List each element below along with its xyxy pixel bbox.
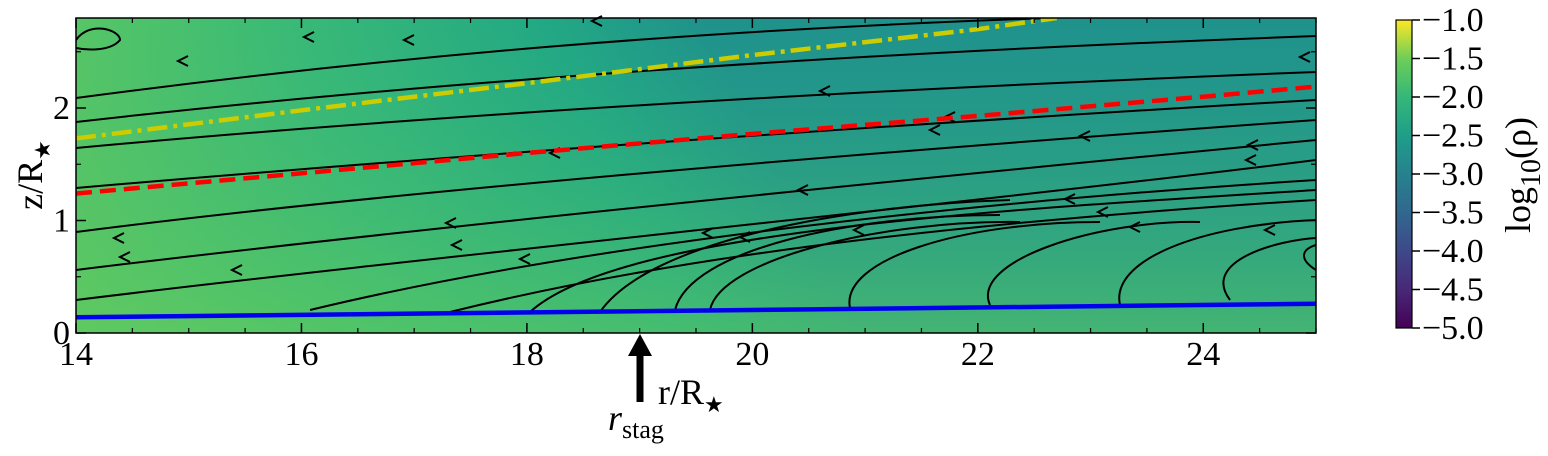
arrow-icon	[301, 31, 315, 43]
rstag-annotation: rstag	[608, 334, 664, 444]
x-axis-label: r/R★	[658, 372, 724, 418]
arrow-icon	[517, 253, 531, 265]
arrow-icon	[1077, 130, 1091, 142]
colorbar: −1.0−1.5−2.0−2.5−3.0−3.5−4.0−4.5−5.0 log…	[1395, 2, 1547, 347]
arrow-icon	[1245, 139, 1259, 151]
arrow-icon	[449, 239, 463, 251]
arrow-icon	[1062, 193, 1076, 205]
arrow-icon	[817, 85, 831, 97]
colorbar-tick-label: −2.5	[1422, 118, 1484, 155]
streamline	[309, 179, 1316, 311]
streamline	[1303, 244, 1316, 271]
rstag-label: rstag	[608, 398, 664, 444]
streamline	[449, 199, 1316, 313]
arrow-icon	[1095, 206, 1109, 218]
colorbar-label-arg: (ρ)	[1498, 117, 1538, 159]
arrow-icon	[1297, 51, 1311, 63]
arrow-icon	[111, 232, 125, 244]
y-tick-label: 0	[53, 315, 70, 352]
rstag-label-base: r	[608, 398, 623, 438]
arrow-icon	[927, 124, 941, 136]
colorbar-tick-label: −3.5	[1422, 195, 1484, 232]
x-axis-label-star: ★	[704, 393, 724, 418]
colorbar-tick-label: −5.0	[1422, 310, 1484, 347]
streamline	[76, 119, 1316, 233]
streamline	[1118, 219, 1316, 306]
arrow-icon	[229, 264, 243, 276]
y-axis-label: z/R★	[10, 140, 56, 210]
y-axis-label-star: ★	[31, 140, 56, 160]
arrow-icon	[1127, 221, 1141, 233]
streamline	[76, 159, 1316, 301]
colorbar-label-sub: 10	[1516, 159, 1547, 187]
arrow-icon	[1262, 224, 1276, 236]
colorbar-tick-label: −1.0	[1422, 2, 1484, 39]
colorbar-label: log10(ρ)	[1498, 117, 1547, 233]
x-tick-label: 18	[510, 336, 544, 373]
streamline	[76, 139, 1316, 271]
arrow-icon	[737, 231, 751, 243]
colorbar-tick-label: −2.0	[1422, 79, 1484, 116]
streamline	[674, 214, 1001, 311]
y-axis-label-text: z/R	[10, 160, 50, 210]
series-line-dashdot	[76, 18, 1058, 141]
arrow-icon	[1243, 154, 1257, 166]
y-ticks: 0 1 2	[53, 51, 1316, 352]
arrow-icon	[443, 217, 457, 229]
rstag-arrow-icon	[628, 334, 652, 356]
arrow-icon	[117, 251, 131, 263]
colorbar-gradient	[1395, 19, 1413, 329]
plot-area	[76, 15, 1316, 333]
streamline	[599, 199, 1011, 313]
series-layer	[76, 18, 1316, 320]
arrow-icon	[700, 227, 714, 239]
arrow-icon	[851, 224, 865, 236]
streamline	[76, 18, 1051, 99]
arrow-icon	[175, 55, 189, 67]
colorbar-tick-label: −4.5	[1422, 272, 1484, 309]
streamline	[709, 220, 1021, 311]
colorbar-tick-label: −4.0	[1422, 233, 1484, 270]
density-field-shade	[76, 18, 1316, 333]
arrow-icon	[795, 184, 809, 196]
streamline-arrows	[111, 15, 1311, 276]
streamline	[76, 99, 1316, 189]
y-tick-label: 1	[53, 203, 70, 240]
x-ticks: 14 16 18 20 22 24	[59, 18, 1317, 373]
arrow-icon	[401, 34, 415, 46]
streamline	[1222, 237, 1316, 301]
x-tick-label: 14	[59, 336, 93, 373]
x-tick-label: 20	[735, 336, 769, 373]
rstag-label-sub: stag	[622, 415, 664, 444]
x-tick-label: 24	[1186, 336, 1220, 373]
colorbar-ticks: −1.0−1.5−2.0−2.5−3.0−3.5−4.0−4.5−5.0	[1412, 2, 1484, 347]
colorbar-tick-label: −3.0	[1422, 156, 1484, 193]
colorbar-label-base: log	[1498, 187, 1538, 233]
streamline	[76, 27, 122, 51]
streamline	[986, 220, 1201, 306]
streamline	[848, 221, 1101, 309]
x-tick-label: 22	[961, 336, 995, 373]
colorbar-tick-label: −1.5	[1422, 41, 1484, 78]
series-line-dashed	[76, 84, 1316, 196]
streamline	[76, 71, 1316, 149]
series-line-solid	[76, 301, 1316, 320]
x-tick-label: 16	[284, 336, 318, 373]
x-axis-label-text: r/R	[658, 372, 704, 412]
y-tick-label: 2	[53, 90, 70, 127]
